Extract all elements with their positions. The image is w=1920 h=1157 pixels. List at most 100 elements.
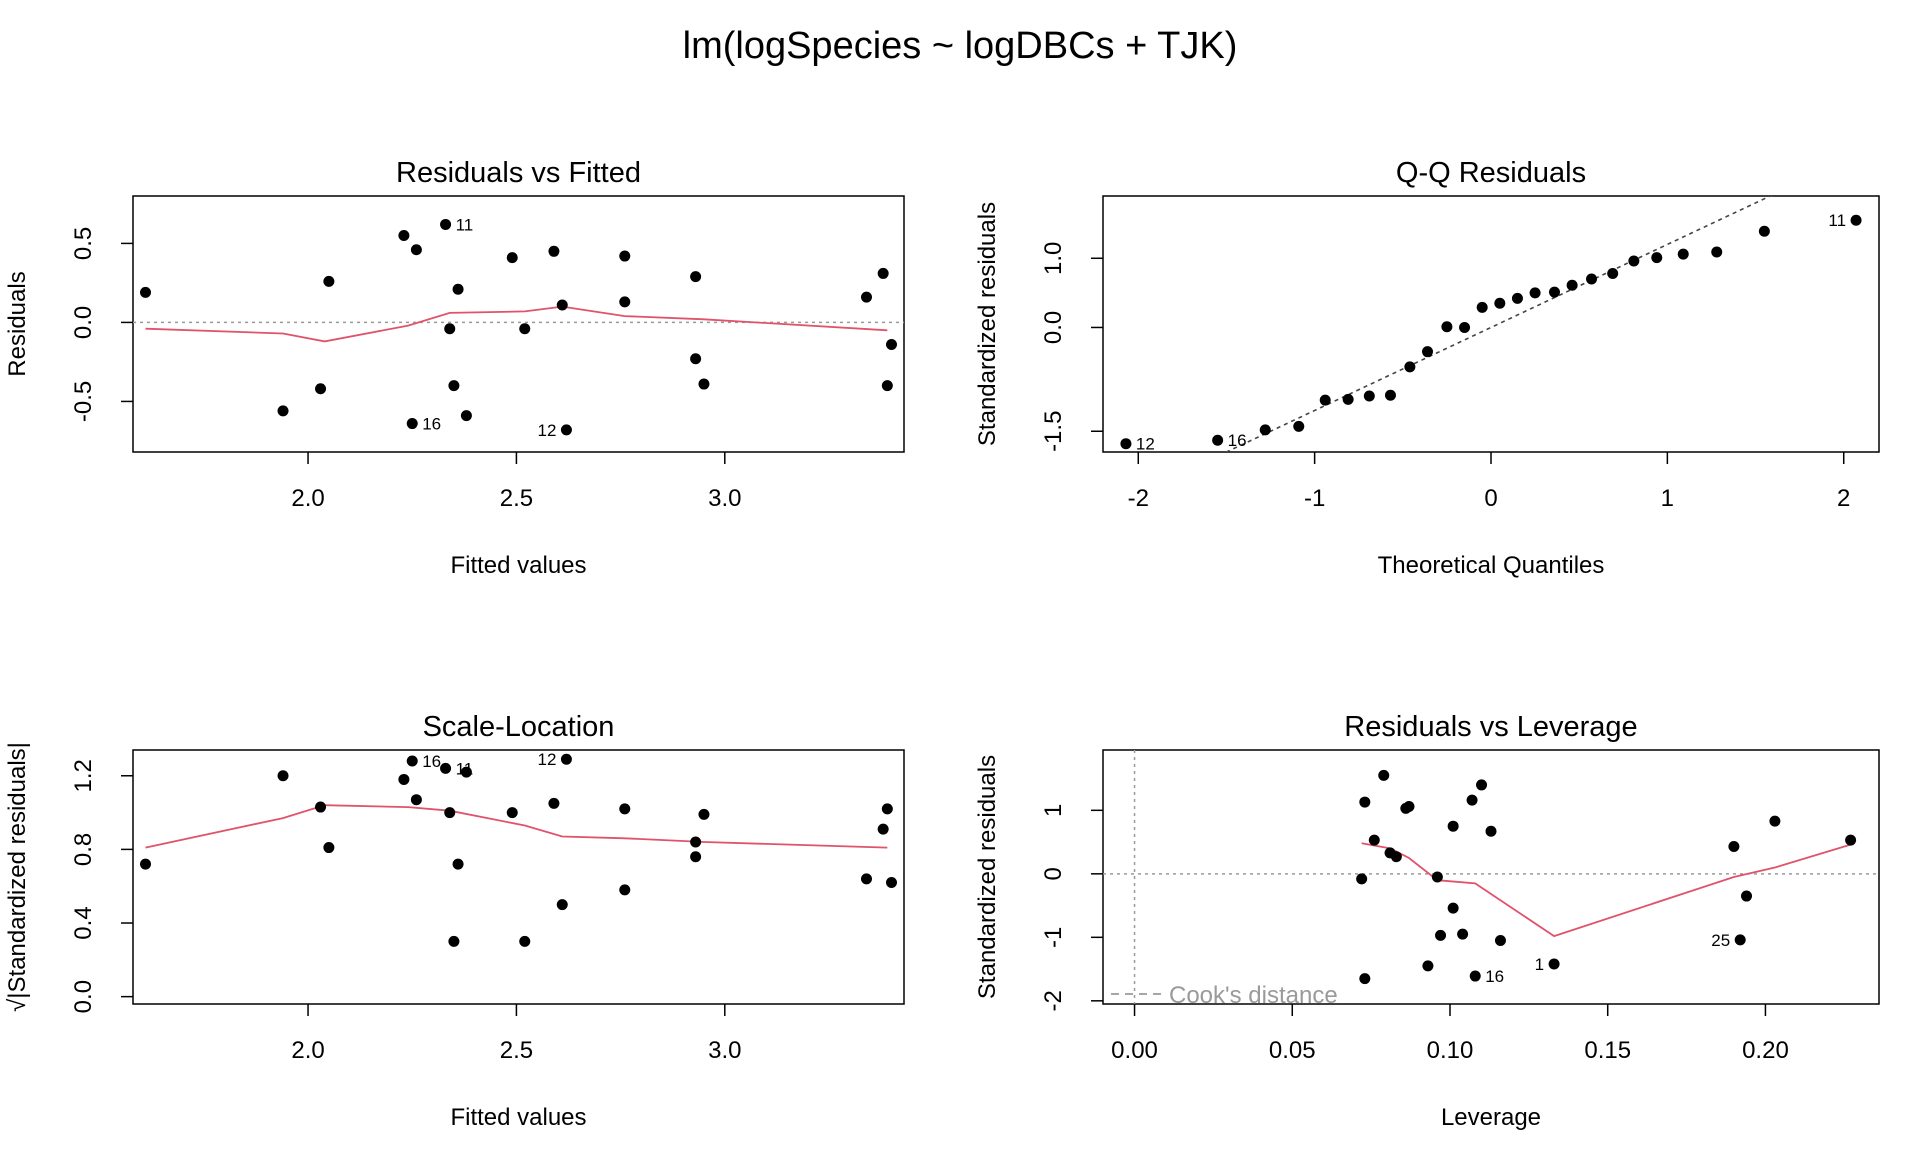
x-tick-label: 0.10 [1427, 1037, 1474, 1064]
data-point [1548, 286, 1560, 298]
data-point [1548, 958, 1560, 970]
data-point [1435, 929, 1447, 941]
data-point [885, 877, 897, 889]
x-tick-label: 1 [1661, 485, 1674, 512]
data-point [1293, 420, 1305, 432]
data-point [881, 380, 893, 392]
data-point [460, 766, 472, 778]
y-tick-label: -1 [1040, 927, 1067, 948]
data-point [560, 753, 572, 765]
data-point [1511, 292, 1523, 304]
data-point [323, 842, 335, 854]
data-point [1120, 438, 1132, 450]
plot-frame [132, 749, 905, 1005]
data-point [1850, 214, 1862, 226]
point-label: 16 [422, 415, 441, 434]
data-point [548, 797, 560, 809]
x-tick-label: 0.15 [1584, 1037, 1631, 1064]
data-point [1457, 928, 1469, 940]
chart-panel-2: Q-Q Residuals Theoretical Quantiles Standa… [974, 157, 1880, 579]
chart-panel-4: Residuals vs Leverage Leverage Standardize… [974, 711, 1880, 1131]
data-point [1356, 873, 1368, 885]
data-point [440, 762, 452, 774]
plot-frame [132, 195, 905, 453]
figure-title: lm(logSpecies ~ logDBCs + TJK) [683, 25, 1238, 67]
data-point [1628, 255, 1640, 267]
data-point [1342, 393, 1354, 405]
data-point [315, 383, 327, 395]
data-point [1359, 973, 1371, 985]
data-point [1441, 321, 1453, 333]
data-point [1651, 252, 1663, 264]
data-point [1378, 769, 1390, 781]
data-point [448, 935, 460, 947]
y-tick-label: 0.0 [1040, 311, 1067, 344]
data-point [444, 323, 456, 335]
data-point [519, 935, 531, 947]
data-point [1403, 801, 1415, 813]
data-point [1728, 841, 1740, 853]
data-point [548, 245, 560, 257]
x-tick-label: 2.5 [500, 485, 533, 512]
x-tick-label: 0.00 [1111, 1037, 1158, 1064]
data-point [885, 339, 897, 351]
data-point [1741, 890, 1753, 902]
point-label: 1 [1535, 955, 1544, 974]
data-point [406, 418, 418, 430]
x-tick-label: 3.0 [708, 485, 741, 512]
x-tick-label: 2.5 [500, 1037, 533, 1064]
y-tick-label: -2 [1040, 990, 1067, 1011]
y-axis-label: Standardized residuals [974, 755, 1001, 999]
point-label: 11 [456, 215, 474, 234]
data-point [560, 424, 572, 436]
x-tick-label: 0 [1484, 485, 1497, 512]
x-tick-label: -2 [1128, 485, 1149, 512]
panel-title: Residuals vs Leverage [1344, 711, 1637, 743]
data-point [1529, 287, 1541, 299]
x-axis-label: Leverage [1441, 1104, 1541, 1131]
data-point [1607, 267, 1619, 279]
data-point [1431, 871, 1443, 883]
data-point [440, 218, 452, 230]
point-label: 11 [1828, 211, 1846, 230]
data-point [277, 770, 289, 782]
smooth-line [145, 305, 888, 343]
point-label: 16 [1485, 967, 1504, 986]
data-point [1586, 273, 1598, 285]
data-point [140, 858, 152, 870]
data-point [877, 823, 889, 835]
data-point [1319, 394, 1331, 406]
data-point [1447, 820, 1459, 832]
data-point [1494, 935, 1506, 946]
data-point [406, 755, 418, 767]
data-point [690, 836, 702, 848]
x-tick-label: 0.20 [1742, 1037, 1789, 1064]
y-tick-label: -1.5 [1040, 411, 1067, 452]
point-label: 16 [422, 752, 441, 771]
data-point [619, 296, 631, 308]
data-point [1363, 390, 1375, 402]
data-point [619, 884, 631, 896]
y-axis-label: √|Standardized residuals| [4, 742, 31, 1012]
data-point [1212, 434, 1224, 446]
data-point [452, 283, 464, 295]
y-tick-label: 1.2 [70, 759, 97, 792]
point-label: 25 [1711, 931, 1730, 950]
data-point [1845, 834, 1857, 846]
data-point [698, 808, 710, 820]
data-point [690, 271, 702, 283]
x-axis-label: Fitted values [450, 1104, 586, 1131]
data-point [877, 267, 889, 279]
x-tick-label: 0.05 [1269, 1037, 1316, 1064]
data-point [410, 794, 422, 806]
data-point [506, 807, 518, 819]
data-point [1566, 279, 1578, 291]
y-tick-label: 0.0 [70, 306, 97, 339]
data-point [277, 405, 289, 417]
data-point [460, 410, 472, 422]
smooth-line [1361, 842, 1851, 938]
data-point [1758, 225, 1770, 237]
data-point [1259, 424, 1271, 436]
data-point [1476, 779, 1488, 791]
